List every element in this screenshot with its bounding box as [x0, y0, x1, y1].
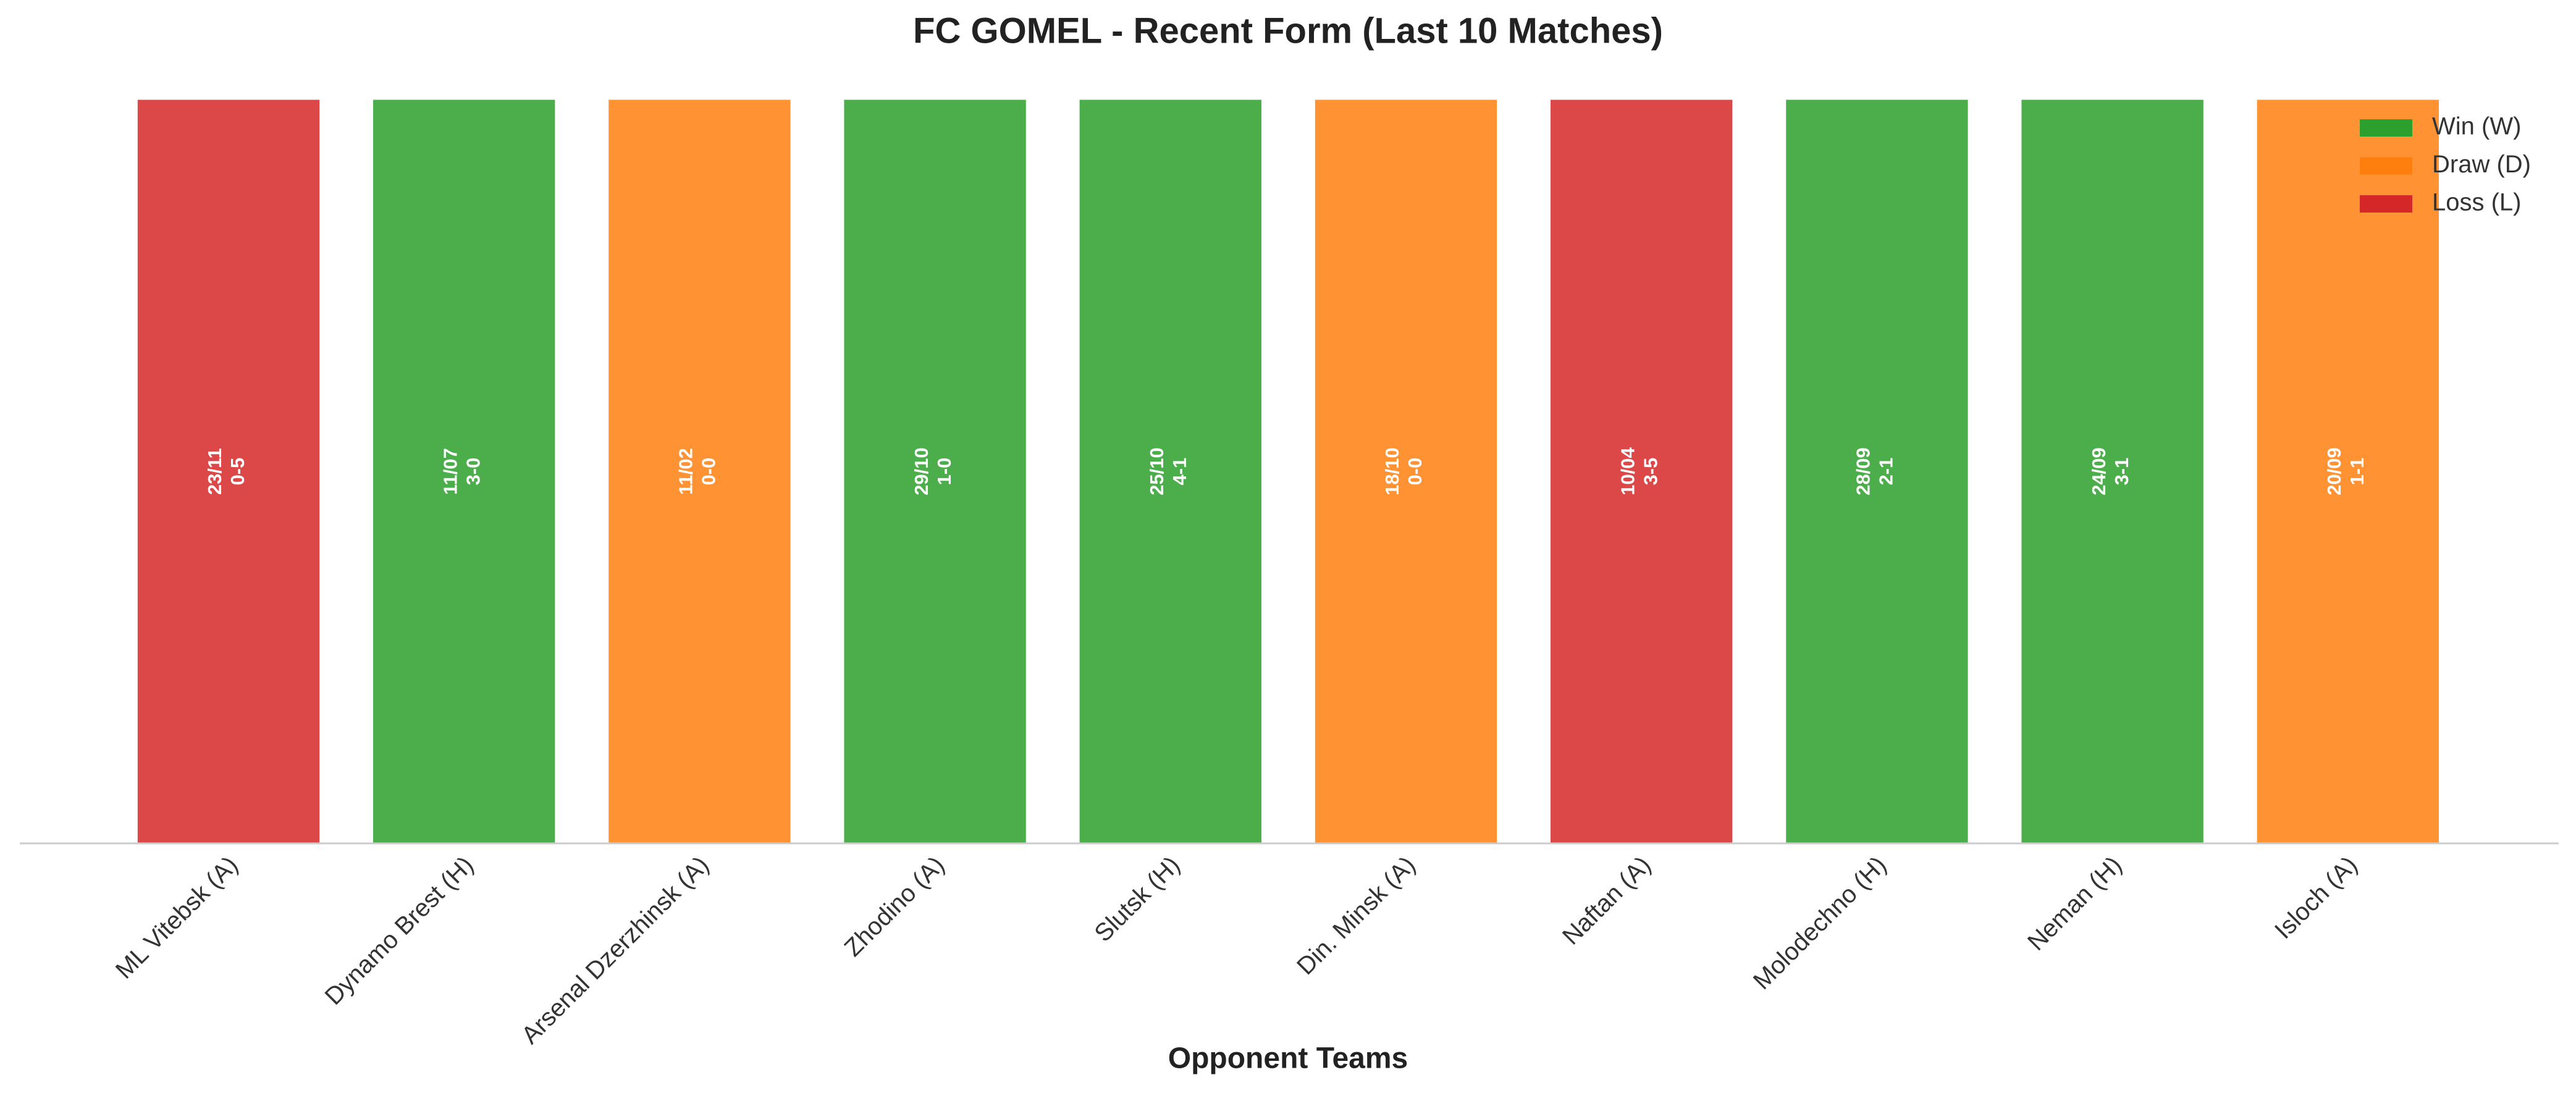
- legend-label: Draw (D): [2432, 151, 2531, 178]
- x-tick-label: Dynamo Brest (H): [320, 851, 479, 1010]
- x-tick-label: Neman (H): [2022, 851, 2127, 956]
- bar-date-label: 10/04: [1617, 447, 1638, 495]
- bar-score-label: 0-5: [227, 458, 248, 486]
- bar-date-label: 11/07: [439, 448, 461, 495]
- x-tick-label: Din. Minsk (A): [1292, 851, 1421, 981]
- x-tick-label: Naftan (A): [1557, 851, 1656, 950]
- x-tick-label: Slutsk (H): [1089, 851, 1185, 947]
- legend-label: Win (W): [2432, 113, 2521, 140]
- bar: [1549, 98, 1735, 845]
- bar-date-label: 20/09: [2323, 447, 2345, 496]
- bar-date-label: 23/11: [204, 448, 225, 495]
- bar: [2019, 98, 2205, 845]
- chart-title: FC GOMEL - Recent Form (Last 10 Matches): [913, 11, 1663, 51]
- bar-date-label: 24/09: [2088, 447, 2110, 496]
- bar-date-label: 11/02: [675, 448, 697, 495]
- bar-score-label: 4-1: [1169, 458, 1190, 486]
- bar-score-label: 1-1: [2346, 458, 2368, 486]
- legend-swatch: [2360, 119, 2412, 137]
- x-tick-label: Molodechno (H): [1748, 851, 1892, 995]
- x-tick-label: Arsenal Dzerzhinsk (A): [516, 851, 714, 1049]
- bar-date-label: 18/10: [1381, 447, 1403, 496]
- legend-swatch: [2360, 157, 2412, 175]
- legend-swatch: [2360, 195, 2412, 213]
- bar-score-label: 0-0: [698, 458, 720, 486]
- bar-date-label: 28/09: [1853, 447, 1874, 496]
- x-tick-label: Isloch (A): [2270, 851, 2363, 945]
- bar-score-label: 2-1: [1875, 458, 1897, 486]
- bar: [842, 98, 1028, 845]
- bar-score-label: 3-1: [2111, 458, 2132, 486]
- bar: [2255, 98, 2441, 845]
- bar-score-label: 3-5: [1639, 458, 1661, 486]
- bar: [1313, 98, 1499, 845]
- bar-score-label: 1-0: [933, 458, 955, 486]
- bar: [371, 98, 557, 845]
- bar: [607, 98, 793, 845]
- x-tick-label: ML Vitebsk (A): [111, 851, 243, 984]
- bar-date-label: 25/10: [1146, 447, 1168, 496]
- x-tick-label: Zhodino (A): [840, 851, 950, 962]
- x-axis-label: Opponent Teams: [1168, 1042, 1408, 1075]
- bar: [1784, 98, 1970, 845]
- bar: [1077, 98, 1263, 845]
- bar-score-label: 0-0: [1404, 458, 1426, 486]
- bar-date-label: 29/10: [911, 447, 932, 496]
- bar-score-label: 3-0: [462, 458, 484, 486]
- legend-label: Loss (L): [2432, 189, 2522, 216]
